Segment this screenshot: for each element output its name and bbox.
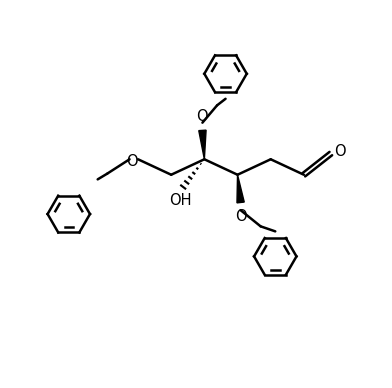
- Text: O: O: [334, 144, 345, 159]
- Text: O: O: [125, 154, 137, 169]
- Text: O: O: [235, 209, 247, 224]
- Polygon shape: [237, 175, 244, 203]
- Text: O: O: [197, 109, 208, 124]
- Polygon shape: [199, 130, 206, 159]
- Text: OH: OH: [169, 193, 191, 208]
